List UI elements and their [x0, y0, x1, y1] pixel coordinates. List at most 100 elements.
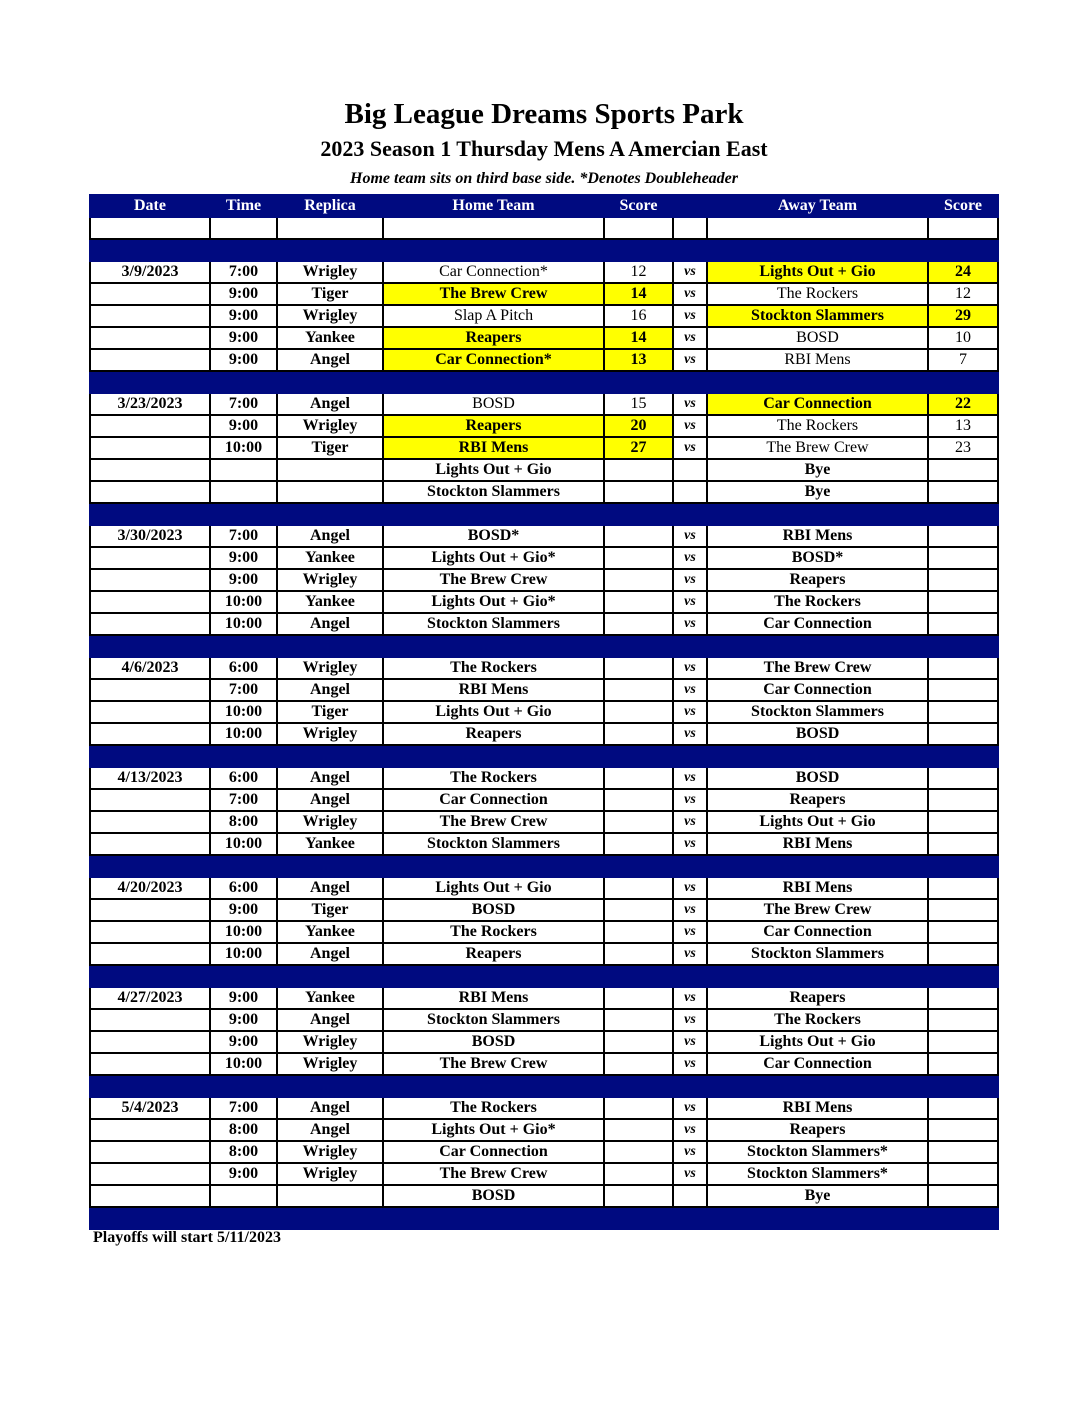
- away-score-cell: [927, 986, 999, 1010]
- game-row: 9:00 Wrigley BOSD vs Lights Out + Gio: [89, 1030, 999, 1054]
- game-row: 10:00 Yankee Lights Out + Gio* vs The Rocker…: [89, 590, 999, 614]
- game-row: 4/20/2023 6:00 Angel Lights Out + Gio vs RBI …: [89, 876, 999, 900]
- replica-field-cell: Wrigley: [276, 810, 384, 834]
- vs-cell: vs: [672, 414, 708, 438]
- away-team-cell: The Rockers: [706, 1008, 929, 1032]
- home-score-cell: [603, 1008, 674, 1032]
- vs-cell: [672, 1184, 708, 1208]
- separator-cell: [209, 744, 278, 768]
- time-cell: 9:00: [209, 326, 278, 350]
- game-row: 10:00 Tiger Lights Out + Gio vs Stockton Sla…: [89, 700, 999, 724]
- away-team-cell: Stockton Slammers: [706, 304, 929, 328]
- away-team-cell: BOSD: [706, 766, 929, 790]
- replica-field-cell: Wrigley: [276, 260, 384, 284]
- away-team-cell: The Rockers: [706, 282, 929, 306]
- column-header-time: Time: [209, 194, 278, 218]
- game-row: 9:00 Angel Stockton Slammers vs The Rockers: [89, 1008, 999, 1032]
- time-cell: 10:00: [209, 832, 278, 856]
- away-team-cell: Car Connection: [706, 1052, 929, 1076]
- game-row: 7:00 Angel RBI Mens vs Car Connection: [89, 678, 999, 702]
- separator-cell: [672, 502, 708, 526]
- time-cell: [209, 458, 278, 482]
- week-separator: [89, 964, 999, 988]
- date-cell: [89, 458, 211, 482]
- separator-cell: [276, 238, 384, 262]
- separator-cell: [672, 744, 708, 768]
- week-separator: [89, 854, 999, 878]
- separator-cell: [89, 1206, 211, 1230]
- separator-cell: [927, 634, 999, 658]
- vs-cell: vs: [672, 282, 708, 306]
- vs-cell: vs: [672, 1030, 708, 1054]
- separator-cell: [276, 854, 384, 878]
- away-score-cell: [927, 1008, 999, 1032]
- home-score-cell: [603, 458, 674, 482]
- date-cell: [89, 810, 211, 834]
- away-score-cell: [927, 942, 999, 966]
- game-row: 9:00 Yankee Reapers 14 vs BOSD 10: [89, 326, 999, 350]
- vs-cell: vs: [672, 348, 708, 372]
- game-row: 5/4/2023 7:00 Angel The Rockers vs RBI Mens: [89, 1096, 999, 1120]
- away-score-cell: [927, 898, 999, 922]
- separator-cell: [276, 370, 384, 394]
- home-score-cell: [603, 986, 674, 1010]
- away-score-cell: [927, 590, 999, 614]
- time-cell: 7:00: [209, 392, 278, 416]
- home-team-cell: Reapers: [382, 942, 605, 966]
- date-cell: [89, 568, 211, 592]
- separator-cell: [276, 502, 384, 526]
- home-team-cell: The Rockers: [382, 766, 605, 790]
- time-cell: [209, 1184, 278, 1208]
- date-cell: [89, 436, 211, 460]
- separator-cell: [89, 964, 211, 988]
- separator-cell: [603, 1074, 674, 1098]
- separator-cell: [706, 238, 929, 262]
- game-row: 8:00 Wrigley Car Connection vs Stockton Slam…: [89, 1140, 999, 1164]
- replica-field-cell: Tiger: [276, 700, 384, 724]
- date-cell: 4/6/2023: [89, 656, 211, 680]
- home-team-cell: RBI Mens: [382, 986, 605, 1010]
- away-team-cell: RBI Mens: [706, 1096, 929, 1120]
- date-cell: [89, 348, 211, 372]
- separator-cell: [209, 1074, 278, 1098]
- away-score-cell: [927, 1030, 999, 1054]
- separator-cell: [89, 1074, 211, 1098]
- separator-cell: [927, 370, 999, 394]
- time-cell: 10:00: [209, 590, 278, 614]
- home-team-cell: Lights Out + Gio*: [382, 1118, 605, 1142]
- replica-field-cell: Wrigley: [276, 1140, 384, 1164]
- separator-cell: [927, 744, 999, 768]
- header-row: Date Time Replica Home Team Score Away Team Sc…: [89, 194, 999, 218]
- date-cell: [89, 590, 211, 614]
- replica-field-cell: Angel: [276, 348, 384, 372]
- date-cell: [89, 1184, 211, 1208]
- time-cell: 10:00: [209, 942, 278, 966]
- separator-cell: [706, 1074, 929, 1098]
- away-team-cell: Lights Out + Gio: [706, 1030, 929, 1054]
- separator-cell: [603, 964, 674, 988]
- time-cell: 10:00: [209, 722, 278, 746]
- date-cell: 4/13/2023: [89, 766, 211, 790]
- away-score-cell: [927, 832, 999, 856]
- time-cell: 9:00: [209, 348, 278, 372]
- game-row: 7:00 Angel Car Connection vs Reapers: [89, 788, 999, 812]
- replica-field-cell: Wrigley: [276, 414, 384, 438]
- week-separator: [89, 634, 999, 658]
- vs-cell: vs: [672, 1118, 708, 1142]
- separator-cell: [89, 744, 211, 768]
- vs-cell: [672, 458, 708, 482]
- date-cell: [89, 612, 211, 636]
- separator-cell: [927, 1074, 999, 1098]
- replica-field-cell: Angel: [276, 1096, 384, 1120]
- away-team-cell: RBI Mens: [706, 348, 929, 372]
- home-score-cell: 13: [603, 348, 674, 372]
- game-row: 4/27/2023 9:00 Yankee RBI Mens vs Reapers: [89, 986, 999, 1010]
- away-team-cell: Stockton Slammers*: [706, 1140, 929, 1164]
- vs-cell: vs: [672, 304, 708, 328]
- game-row: Lights Out + Gio Bye: [89, 458, 999, 482]
- away-team-cell: Bye: [706, 480, 929, 504]
- away-score-cell: [927, 1096, 999, 1120]
- date-cell: [89, 920, 211, 944]
- vs-cell: vs: [672, 722, 708, 746]
- home-score-cell: [603, 876, 674, 900]
